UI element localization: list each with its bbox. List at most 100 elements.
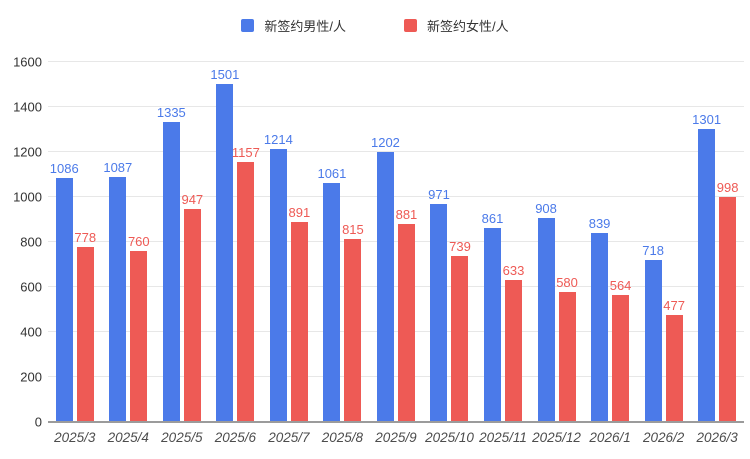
bar-新签约男性/人-2025/5[interactable]: 1335: [157, 106, 186, 422]
plot-area: 1086 778 1087 760 1335 947 1501 1157 1214 891 1061…: [48, 61, 744, 423]
legend-item-male[interactable]: 新签约男性/人: [241, 16, 346, 35]
gridline: [48, 151, 744, 152]
female-series-swatch-icon: [404, 18, 417, 32]
y-tick-label: 400: [20, 324, 42, 340]
bar-新签约男性/人-2026/2[interactable]: 718: [642, 244, 664, 422]
x-tick-label: 2025/4: [107, 430, 149, 445]
bar-value-label: 1335: [156, 104, 186, 120]
gridline: [48, 241, 744, 242]
bar-value-label: 633: [502, 262, 525, 278]
bar-value-label: 1501: [210, 67, 240, 83]
y-tick-label: 1600: [13, 54, 42, 70]
bar-新签约女性/人-2025/9[interactable]: 881: [396, 208, 417, 422]
x-tick-label: 2025/5: [161, 430, 203, 445]
bar-group: 1301 998: [690, 62, 744, 422]
bar-value-label: 760: [127, 234, 150, 249]
x-tick-label: 2025/9: [375, 430, 417, 445]
bar-新签约女性/人-2026/3[interactable]: 998: [717, 181, 738, 422]
bar-group: 839 564: [583, 62, 637, 422]
legend-label: 新签约女性/人: [427, 18, 509, 34]
bar-value-label: 1087: [103, 160, 133, 176]
x-axis-line: [48, 421, 744, 423]
bar-新签约男性/人-2025/7[interactable]: 1214: [264, 133, 293, 422]
gridline: [48, 286, 744, 287]
bar-value-label: 815: [342, 221, 364, 237]
bar-新签约女性/人-2025/11[interactable]: 633: [503, 264, 524, 422]
bar-新签约女性/人-2025/8[interactable]: 815: [342, 223, 364, 422]
bar-value-label: 1301: [692, 112, 722, 128]
bar-value-label: 778: [74, 229, 97, 245]
bar-value-label: 947: [181, 191, 204, 207]
bar-新签约男性/人-2025/12[interactable]: 908: [535, 202, 557, 422]
x-tick-label: 2026/2: [642, 430, 685, 445]
x-tick-label: 2025/12: [532, 430, 581, 445]
bars-container: 1086 778 1087 760 1335 947 1501 1157 1214 891 1061…: [48, 62, 744, 422]
x-axis: 2025/3 2025/4 2025/5 2025/6 2025/7 2025/8 2025…: [48, 430, 744, 450]
bar-value-label: 1202: [370, 134, 400, 150]
bar-value-label: 891: [288, 204, 311, 220]
bar-新签约男性/人-2025/6[interactable]: 1501: [210, 68, 239, 422]
bar-新签约男性/人-2026/1[interactable]: 839: [589, 217, 610, 422]
bar-group: 1335 947: [155, 62, 209, 422]
bar-新签约男性/人-2025/3[interactable]: 1086: [50, 162, 79, 422]
bar-value-label: 564: [609, 278, 632, 294]
y-tick-label: 200: [20, 369, 42, 385]
bar-group: 861 633: [476, 62, 530, 422]
bar-group: 971 739: [423, 62, 477, 422]
bar-group: 1214 891: [262, 62, 316, 422]
bar-value-label: 839: [588, 216, 611, 232]
x-tick-label: 2025/8: [321, 430, 364, 445]
x-tick-label: 2026/3: [696, 430, 738, 445]
gridline: [48, 331, 744, 332]
bar-group: 718 477: [637, 62, 691, 422]
bar-新签约女性/人-2025/5[interactable]: 947: [181, 193, 203, 422]
bar-value-label: 1214: [263, 131, 293, 147]
bar-新签约男性/人-2025/9[interactable]: 1202: [371, 136, 400, 422]
bar-新签约女性/人-2025/10[interactable]: 739: [449, 240, 471, 422]
bar-value-label: 971: [428, 186, 450, 202]
bar-新签约女性/人-2026/2[interactable]: 477: [663, 299, 685, 422]
bar-新签约男性/人-2025/11[interactable]: 861: [482, 212, 503, 422]
gridline: [48, 61, 744, 62]
bar-新签约男性/人-2025/4[interactable]: 1087: [103, 161, 132, 422]
legend-label: 新签约男性/人: [264, 18, 346, 34]
gridline: [48, 106, 744, 107]
y-tick-label: 1200: [13, 144, 42, 160]
bar-value-label: 861: [481, 211, 504, 227]
x-tick-label: 2025/3: [54, 430, 96, 445]
y-tick-label: 800: [20, 234, 42, 250]
bar-新签约女性/人-2025/4[interactable]: 760: [128, 235, 150, 422]
bar-group: 1087 760: [102, 62, 156, 422]
bar-group: 1061 815: [316, 62, 370, 422]
bar-value-label: 908: [535, 200, 557, 216]
bar-group: 1202 881: [369, 62, 423, 422]
bar-新签约男性/人-2026/3[interactable]: 1301: [692, 113, 721, 422]
x-tick-label: 2025/10: [425, 430, 474, 445]
bar-新签约女性/人-2025/7[interactable]: 891: [289, 206, 310, 422]
bar-新签约女性/人-2025/6[interactable]: 1157: [232, 146, 260, 422]
y-tick-label: 0: [34, 414, 42, 430]
bar-新签约女性/人-2026/1[interactable]: 564: [610, 279, 631, 422]
x-tick-label: 2026/1: [589, 430, 631, 445]
bar-value-label: 1061: [317, 166, 347, 182]
y-tick-label: 1400: [13, 99, 42, 115]
bar-新签约女性/人-2025/3[interactable]: 778: [74, 231, 96, 422]
gridline: [48, 196, 744, 197]
bar-group: 1086 778: [48, 62, 102, 422]
x-tick-label: 2025/6: [214, 430, 256, 445]
bar-新签约女性/人-2025/12[interactable]: 580: [556, 276, 578, 422]
bar-value-label: 998: [716, 180, 739, 196]
bar-新签约男性/人-2025/10[interactable]: 971: [428, 188, 450, 422]
bar-新签约男性/人-2025/8[interactable]: 1061: [317, 167, 346, 422]
y-axis: 0 200 400 600 800 1000 1200 1400 1600: [0, 56, 42, 429]
legend-item-female[interactable]: 新签约女性/人: [404, 16, 509, 35]
y-tick-label: 1000: [13, 189, 42, 205]
bar-value-label: 580: [556, 274, 578, 290]
bar-value-label: 1086: [49, 160, 79, 176]
gridline: [48, 376, 744, 377]
bar-value-label: 1157: [231, 144, 260, 160]
bar-value-label: 477: [663, 297, 685, 313]
male-series-swatch-icon: [241, 18, 255, 32]
x-tick-label: 2025/11: [479, 430, 527, 445]
